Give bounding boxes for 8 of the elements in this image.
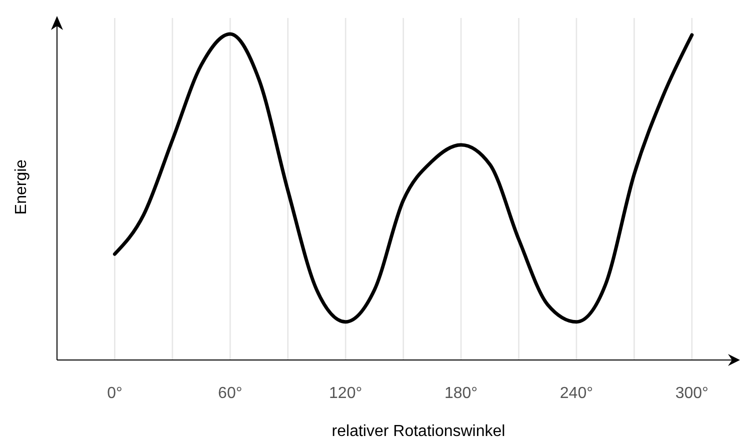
x-tick-label: 60° [218,385,242,402]
x-tick-label: 300° [675,385,708,402]
x-tick-label: 180° [444,385,478,402]
x-tick-label: 240° [560,385,594,402]
x-axis-title: relativer Rotationswinkel [332,423,506,440]
x-tick-label: 0° [107,385,122,402]
y-axis-title: Energie [13,159,30,215]
x-tick-label: 120° [329,385,362,402]
